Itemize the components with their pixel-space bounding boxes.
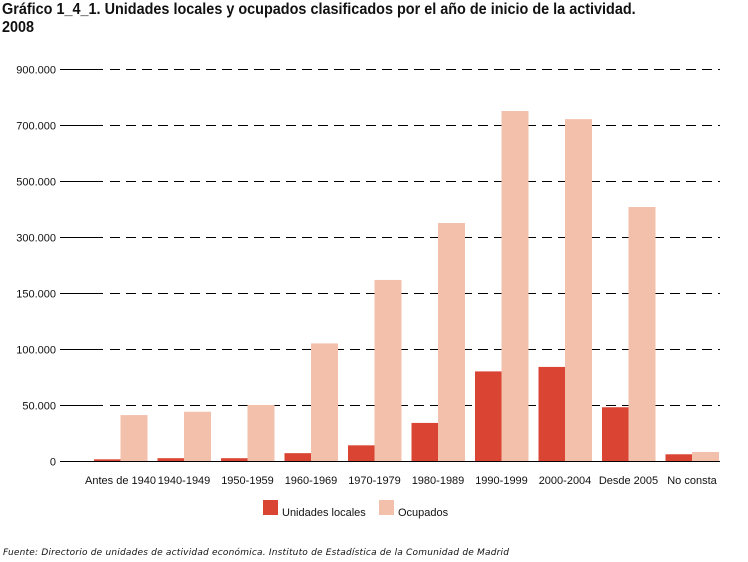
- y-tick-label: 100.000: [16, 345, 56, 357]
- y-tick-label: 500.000: [16, 177, 56, 189]
- x-tick-label: 1970-1979: [348, 475, 401, 487]
- bar-unidades-locales: [348, 445, 375, 461]
- bar-ocupados: [438, 223, 465, 461]
- bar-unidades-locales: [411, 422, 438, 461]
- bar-ocupados: [565, 119, 592, 462]
- y-tick-label: 150.000: [16, 289, 56, 301]
- legend-swatch: [263, 500, 278, 515]
- legend: Unidades locales Ocupados: [263, 500, 449, 519]
- y-tick-label: 300.000: [16, 233, 56, 245]
- bar-unidades-locales: [475, 371, 502, 461]
- bar-unidades-locales: [602, 407, 629, 461]
- x-tick-label: Antes de 1940: [85, 475, 156, 487]
- x-tick-label: 1990-1999: [475, 475, 528, 487]
- bar-ocupados: [184, 411, 211, 461]
- bar-ocupados: [374, 279, 402, 461]
- x-tick-label: 1950-1959: [221, 475, 274, 487]
- bar-ocupados: [247, 405, 275, 461]
- x-tick-label: No consta: [667, 475, 717, 487]
- bar-ocupados: [120, 415, 148, 461]
- x-tick-label: 1980-1989: [412, 475, 465, 487]
- bar-ocupados: [692, 452, 719, 461]
- x-tick-label: 2000-2004: [539, 475, 592, 487]
- legend-label: Ocupados: [398, 507, 449, 519]
- y-tick-label: 0: [50, 457, 56, 469]
- bar-ocupados: [311, 343, 338, 461]
- bar-unidades-locales: [538, 366, 565, 461]
- x-tick-label: 1960-1969: [285, 475, 338, 487]
- chart-title-line-2: 2008: [2, 19, 35, 36]
- x-tick-label: Desde 2005: [599, 475, 658, 487]
- chart-title: Gráfico 1_4_1. Unidades locales y ocupad…: [2, 1, 690, 37]
- x-tick-label: 1940-1949: [158, 475, 211, 487]
- bar-unidades-locales: [221, 458, 248, 461]
- bar-unidades-locales: [157, 458, 184, 461]
- chart-title-line-1: Gráfico 1_4_1. Unidades locales y ocupad…: [2, 1, 636, 18]
- y-tick-label: 900.000: [16, 65, 56, 77]
- bar-ocupados: [628, 207, 656, 461]
- bar-unidades-locales: [665, 454, 692, 461]
- x-axis-tick-labels: Antes de 1940 1940-1949 1950-1959 1960-1969…: [85, 475, 718, 487]
- y-axis-tick-labels: 0 50.000 100.000 150.000 300.000 500.000 700.0…: [16, 65, 56, 469]
- bar-ocupados: [501, 111, 529, 461]
- bars: [60, 111, 720, 462]
- source-note: Fuente: Directorio de unidades de activi…: [3, 548, 510, 558]
- legend-swatch: [379, 500, 394, 515]
- legend-label: Unidades locales: [282, 507, 366, 519]
- bar-unidades-locales: [284, 453, 311, 461]
- y-tick-label: 700.000: [16, 121, 56, 133]
- y-tick-label: 50.000: [22, 401, 56, 413]
- bar-unidades-locales: [94, 459, 121, 461]
